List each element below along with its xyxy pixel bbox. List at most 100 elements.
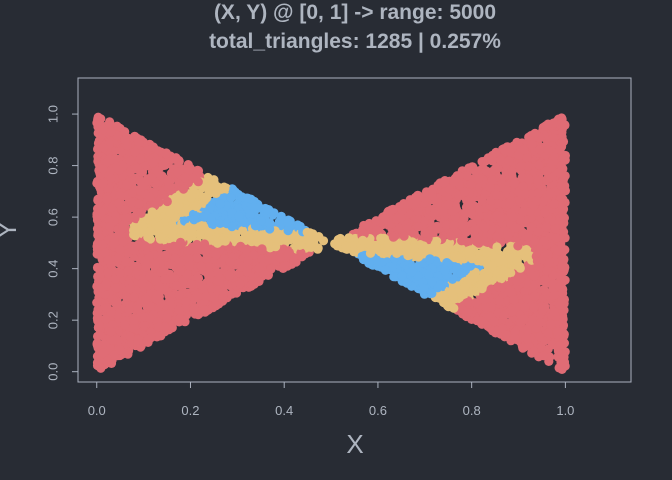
scatter-point — [444, 184, 454, 194]
scatter-point — [174, 305, 184, 315]
scatter-point — [418, 241, 428, 251]
scatter-point — [205, 269, 215, 279]
scatter-point — [92, 118, 102, 128]
scatter-point — [494, 296, 504, 306]
scatter-point — [560, 120, 570, 130]
scatter-point — [169, 273, 179, 283]
scatter-point — [535, 145, 545, 155]
scatter-point — [180, 173, 190, 183]
scatter-point — [130, 147, 140, 157]
scatter-point — [448, 206, 458, 216]
scatter-point — [227, 222, 237, 232]
scatter-point — [118, 237, 128, 247]
scatter-point — [165, 296, 175, 307]
scatter-point — [499, 310, 509, 321]
scatter-point — [122, 180, 132, 190]
scatter-point — [101, 303, 111, 313]
scatter-point — [98, 164, 108, 174]
scatter-point — [155, 234, 165, 244]
scatter-point — [549, 199, 559, 209]
scatter-point — [100, 314, 111, 324]
scatter-point — [265, 218, 275, 228]
scatter-point — [254, 232, 264, 242]
scatter-point — [225, 271, 235, 281]
scatter-point — [540, 275, 550, 285]
scatter-point — [559, 213, 570, 223]
scatter-point — [146, 333, 156, 343]
scatter-point — [242, 193, 252, 203]
scatter-point — [188, 173, 198, 183]
scatter-point — [196, 261, 206, 271]
scatter-point — [485, 182, 495, 192]
scatter-point — [137, 278, 147, 289]
scatter-point — [197, 280, 207, 291]
scatter-point — [93, 322, 103, 333]
scatter-point — [521, 245, 532, 255]
scatter-point — [203, 182, 213, 193]
scatter-point — [211, 301, 221, 311]
scatter-point — [234, 211, 244, 222]
scatter-point — [463, 308, 474, 318]
scatter-point — [462, 171, 472, 181]
scatter-point — [160, 250, 170, 260]
scatter-point — [449, 220, 459, 231]
scatter-point — [504, 156, 514, 166]
scatter-point — [534, 160, 544, 170]
scatter-point — [396, 213, 406, 223]
scatter-point — [263, 255, 273, 265]
scatter-point — [154, 322, 164, 332]
scatter-point — [166, 259, 176, 270]
scatter-point — [179, 227, 189, 237]
scatter-point — [108, 335, 118, 345]
scatter-point — [135, 154, 145, 164]
scatter-point — [438, 206, 448, 217]
scatter-point — [161, 149, 171, 159]
scatter-point — [487, 261, 497, 271]
scatter-point — [487, 175, 497, 185]
scatter-point — [101, 279, 111, 289]
scatter-point — [145, 314, 155, 324]
scatter-point — [539, 236, 549, 246]
scatter-point — [341, 241, 351, 251]
scatter-point — [114, 198, 124, 208]
scatter-point — [216, 258, 226, 268]
scatter-point — [559, 352, 569, 362]
scatter-point — [536, 318, 546, 328]
scatter-point — [147, 207, 157, 217]
scatter-point — [412, 214, 422, 224]
scatter-point — [505, 199, 515, 209]
scatter-point — [98, 125, 108, 135]
scatter-point — [463, 297, 473, 307]
scatter-point — [530, 128, 540, 138]
scatter-point — [141, 262, 151, 272]
scatter-point — [225, 257, 235, 267]
scatter-point — [501, 185, 511, 195]
scatter-point — [137, 181, 147, 192]
scatter-point — [211, 250, 221, 260]
scatter-point — [518, 207, 528, 217]
scatter-point — [471, 166, 481, 176]
scatter-point — [479, 295, 489, 305]
scatter-point — [123, 266, 133, 276]
points-layer — [92, 112, 571, 374]
scatter-point — [520, 189, 530, 199]
scatter-point — [183, 245, 193, 256]
scatter-point — [134, 199, 144, 209]
scatter-point — [529, 271, 539, 281]
scatter-point — [472, 315, 482, 326]
scatter-point — [439, 290, 449, 301]
scatter-point — [507, 306, 518, 316]
scatter-point — [449, 177, 459, 187]
scatter-point — [129, 292, 139, 302]
scatter-point — [541, 222, 551, 232]
scatter-point — [120, 205, 130, 215]
scatter-point — [543, 145, 554, 155]
scatter-point — [348, 241, 358, 251]
scatter-point — [129, 229, 139, 240]
scatter-point — [192, 239, 202, 250]
scatter-point — [551, 233, 561, 243]
scatter-point — [98, 348, 108, 358]
scatter-point — [112, 121, 122, 131]
scatter-point — [178, 184, 189, 194]
